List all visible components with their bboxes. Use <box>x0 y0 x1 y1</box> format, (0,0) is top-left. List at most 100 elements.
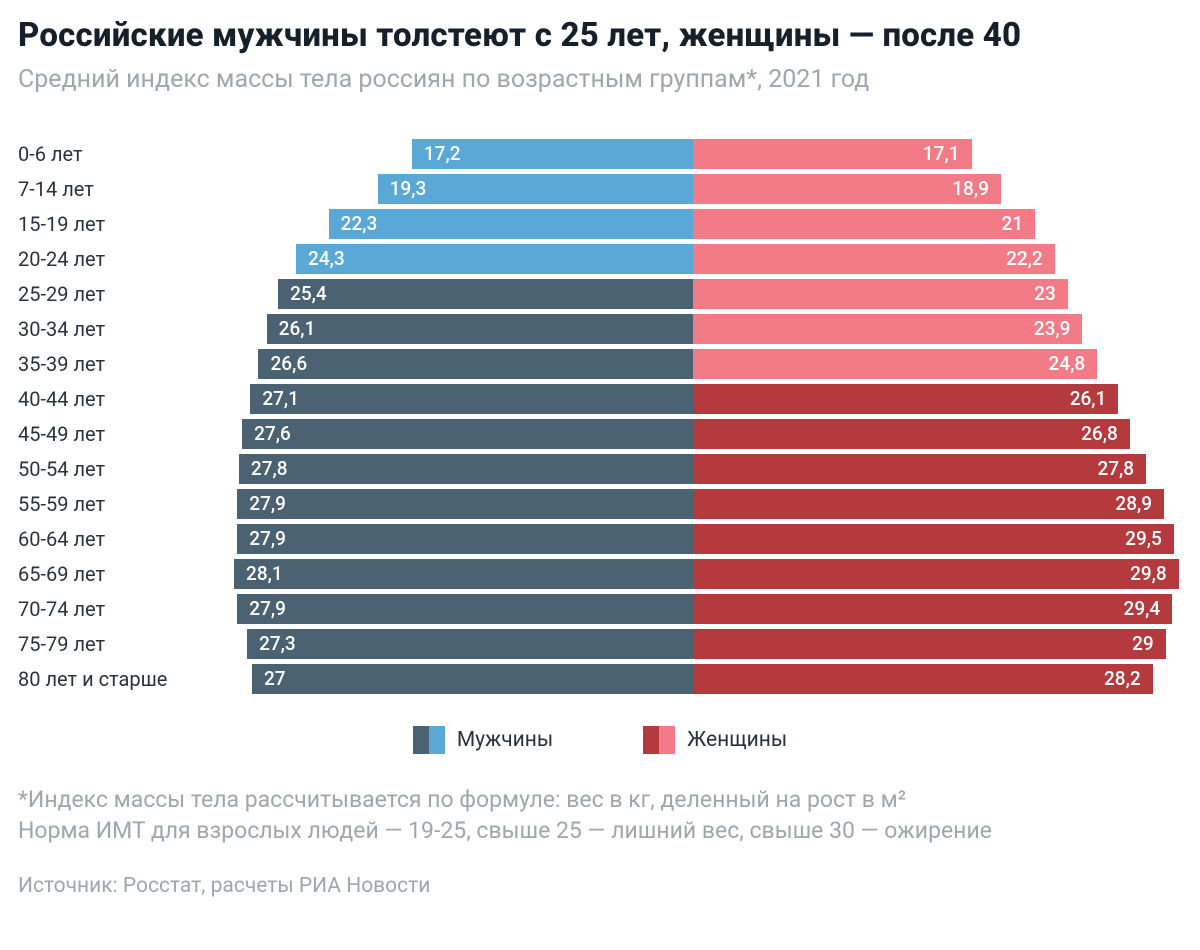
footnote: *Индекс массы тела рассчитывается по фор… <box>18 784 1182 846</box>
age-group-label: 25-29 лет <box>18 282 203 306</box>
bar-women: 27,8 <box>693 454 1147 484</box>
bar-men-value: 24,3 <box>308 247 345 270</box>
footnote-line-2: Норма ИМТ для взрослых людей — 19-25, св… <box>18 815 1182 846</box>
bar-cell-women: 26,1 <box>693 384 1183 414</box>
bar-men-value: 27,9 <box>249 597 286 620</box>
bar-men-value: 27 <box>264 667 286 690</box>
bar-women-value: 22,2 <box>1006 247 1043 270</box>
age-group-label: 60-64 лет <box>18 527 203 551</box>
age-group-label: 40-44 лет <box>18 387 203 411</box>
bar-men: 27,8 <box>239 454 693 484</box>
bar-women-value: 21 <box>1002 212 1024 235</box>
chart-row: 80 лет и старше2728,2 <box>18 661 1182 696</box>
chart-subtitle: Средний индекс массы тела россиян по воз… <box>18 65 1182 94</box>
bar-women-value: 29 <box>1132 632 1154 655</box>
bar-cell-women: 23,9 <box>693 314 1183 344</box>
bar-men-value: 27,6 <box>254 422 291 445</box>
chart-row: 50-54 лет 27,8 27,8 <box>18 451 1182 486</box>
chart-row: 55-59 лет27,928,9 <box>18 486 1182 521</box>
bar-men-value: 28,1 <box>246 562 283 585</box>
bar-men: 27,9 <box>237 524 692 554</box>
age-group-label: 0-6 лет <box>18 142 203 166</box>
bar-men-value: 27,9 <box>249 527 286 550</box>
legend-label-men: Мужчины <box>457 728 553 752</box>
chart-title: Российские мужчины толстеют с 25 лет, же… <box>18 16 1182 55</box>
age-group-label: 7-14 лет <box>18 177 203 201</box>
bar-men-value: 22,3 <box>341 212 378 235</box>
legend-item-men: Мужчины <box>413 726 553 754</box>
bar-cell-men: 17,2 <box>203 139 693 169</box>
bar-cell-women: 29,4 <box>693 594 1183 624</box>
bar-cell-women: 28,9 <box>693 489 1183 519</box>
chart-row: 65-69 лет 28,1 29,8 <box>18 556 1182 591</box>
bar-women-value: 28,2 <box>1104 667 1141 690</box>
bar-cell-women: 27,8 <box>693 454 1183 484</box>
bar-cell-women: 29,5 <box>693 524 1183 554</box>
bar-men: 25,4 <box>278 279 692 309</box>
bar-men-value: 27,8 <box>251 457 288 480</box>
bar-women: 23 <box>693 279 1068 309</box>
bar-women-value: 18,9 <box>952 177 989 200</box>
age-group-label: 35-39 лет <box>18 352 203 376</box>
bar-women: 22,2 <box>693 244 1055 274</box>
chart-row: 25-29 лет 25,4 23 <box>18 276 1182 311</box>
bar-cell-women: 24,8 <box>693 349 1183 379</box>
bar-women: 26,8 <box>693 419 1130 449</box>
bar-men-value: 27,1 <box>262 387 299 410</box>
chart-row: 45-49 лет 27,6 26,8 <box>18 416 1182 451</box>
age-group-label: 50-54 лет <box>18 457 203 481</box>
bar-men: 17,2 <box>412 139 693 169</box>
age-group-label: 20-24 лет <box>18 247 203 271</box>
bar-cell-women: 26,8 <box>693 419 1183 449</box>
bar-men-value: 25,4 <box>290 282 327 305</box>
bar-cell-men: 27,9 <box>203 594 693 624</box>
bar-cell-men: 27,1 <box>203 384 693 414</box>
bar-women-value: 28,9 <box>1115 492 1152 515</box>
bar-cell-women: 21 <box>693 209 1183 239</box>
bar-men: 27,9 <box>237 594 692 624</box>
legend-item-women: Женщины <box>643 726 787 754</box>
age-group-label: 30-34 лет <box>18 317 203 341</box>
bar-men-value: 27,9 <box>249 492 286 515</box>
bar-men: 22,3 <box>329 209 693 239</box>
bar-cell-men: 27,3 <box>203 629 693 659</box>
bar-men-value: 17,2 <box>424 142 461 165</box>
bar-cell-men: 22,3 <box>203 209 693 239</box>
bar-women: 28,9 <box>693 489 1165 519</box>
bar-women-value: 26,8 <box>1081 422 1118 445</box>
bar-cell-men: 25,4 <box>203 279 693 309</box>
bar-men: 27,3 <box>247 629 692 659</box>
swatch-men-icon <box>413 726 445 754</box>
bar-women: 28,2 <box>693 664 1153 694</box>
bar-cell-women: 29,8 <box>693 559 1183 589</box>
chart-row: 35-39 лет 26,6 24,8 <box>18 346 1182 381</box>
bar-men: 27,9 <box>237 489 692 519</box>
bar-women: 29 <box>693 629 1166 659</box>
bar-men: 24,3 <box>296 244 692 274</box>
age-group-label: 65-69 лет <box>18 562 203 586</box>
bar-women-value: 23,9 <box>1034 317 1071 340</box>
bar-cell-women: 17,1 <box>693 139 1183 169</box>
bar-cell-men: 27,9 <box>203 524 693 554</box>
bar-women-value: 29,5 <box>1125 527 1162 550</box>
bar-women-value: 29,8 <box>1130 562 1167 585</box>
bar-women: 29,5 <box>693 524 1174 554</box>
age-group-label: 75-79 лет <box>18 632 203 656</box>
bar-women-value: 24,8 <box>1048 352 1085 375</box>
bar-cell-women: 28,2 <box>693 664 1183 694</box>
bar-men: 19,3 <box>378 174 693 204</box>
bar-women: 18,9 <box>693 174 1001 204</box>
bar-men: 27,1 <box>250 384 692 414</box>
bar-women: 26,1 <box>693 384 1119 414</box>
swatch-women-icon <box>643 726 675 754</box>
source: Источник: Росстат, расчеты РИА Новости <box>18 874 1182 898</box>
bar-women: 21 <box>693 209 1036 239</box>
bar-women-value: 17,1 <box>923 142 960 165</box>
bar-men-value: 26,6 <box>270 352 307 375</box>
bar-cell-men: 28,1 <box>203 559 693 589</box>
age-group-label: 45-49 лет <box>18 422 203 446</box>
chart-row: 30-34 лет26,123,9 <box>18 311 1182 346</box>
bar-women-value: 27,8 <box>1097 457 1134 480</box>
bar-cell-women: 18,9 <box>693 174 1183 204</box>
bar-cell-women: 22,2 <box>693 244 1183 274</box>
